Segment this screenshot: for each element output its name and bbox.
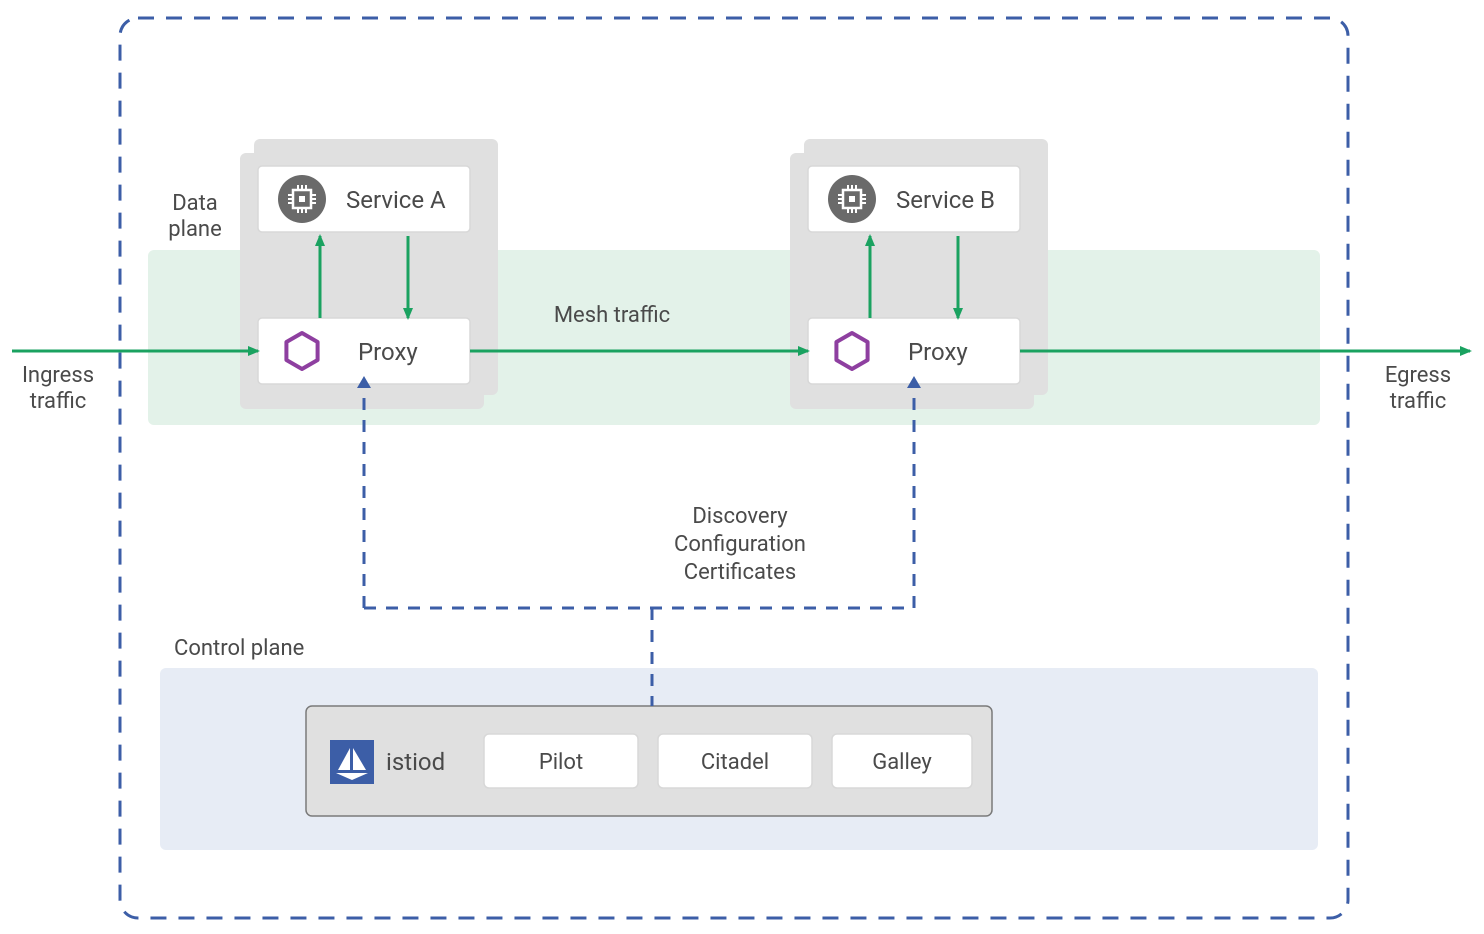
label-ingress-0: Ingress xyxy=(22,363,94,388)
label-egress-1: traffic xyxy=(1390,389,1446,414)
chip-icon-a-core xyxy=(299,196,305,202)
proxy-a-label: Proxy xyxy=(358,338,418,366)
label-ingress-1: traffic xyxy=(30,389,86,414)
label-mesh: Mesh traffic xyxy=(554,303,670,328)
label-egress-0: Egress xyxy=(1385,363,1451,388)
istiod-pill-label-galley: Galley xyxy=(872,750,932,775)
label-discovery-1: Configuration xyxy=(674,532,806,557)
label-discovery-2: Certificates xyxy=(684,560,796,585)
label-data-plane-1: plane xyxy=(168,217,222,242)
service-a-label: Service A xyxy=(346,186,446,214)
istiod-pill-label-pilot: Pilot xyxy=(539,750,583,775)
istiod-label: istiod xyxy=(386,748,445,776)
chip-icon-b-core xyxy=(849,196,855,202)
label-discovery-0: Discovery xyxy=(692,504,788,529)
label-control-plane: Control plane xyxy=(174,636,304,661)
istiod-pill-label-citadel: Citadel xyxy=(701,750,769,775)
label-data-plane-0: Data xyxy=(172,191,218,216)
proxy-b-label: Proxy xyxy=(908,338,968,366)
service-b-label: Service B xyxy=(896,186,995,214)
